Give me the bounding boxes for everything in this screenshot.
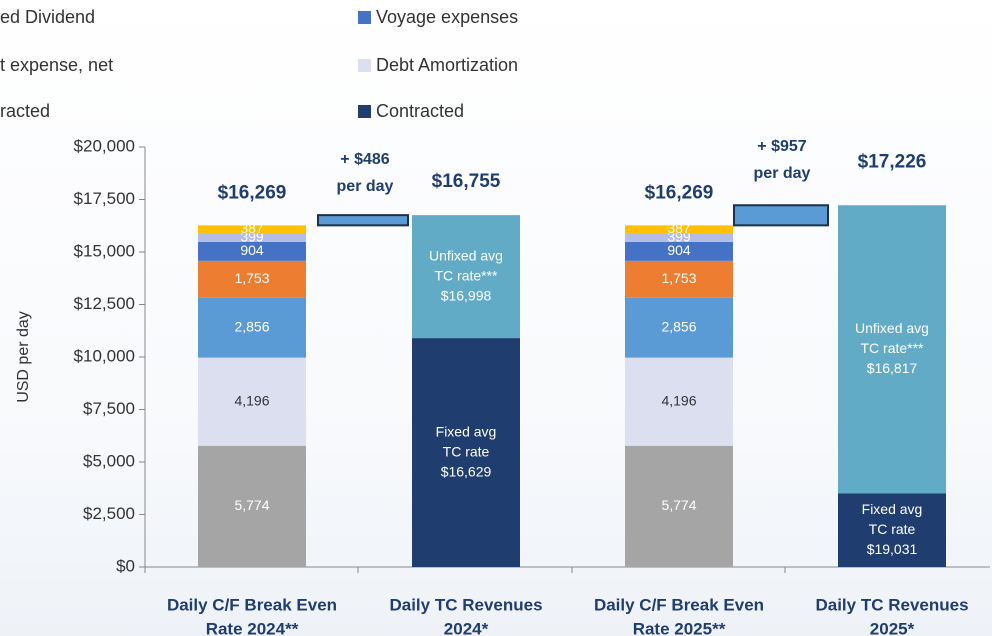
legend-swatch — [358, 59, 371, 72]
x-tick-label: Daily TC Revenues — [389, 595, 542, 614]
segment-label: $16,998 — [441, 287, 492, 303]
total-label: $16,755 — [432, 171, 501, 192]
total-label: $17,226 — [858, 151, 927, 172]
y-tick-label: $17,500 — [74, 189, 135, 208]
segment-label: 5,774 — [661, 497, 696, 513]
bar-segment — [198, 225, 306, 234]
annotation: per day — [337, 178, 394, 195]
y-tick-label: $7,500 — [83, 399, 135, 418]
annotation: per day — [754, 165, 811, 182]
bar-segment — [198, 241, 306, 261]
segment-label: 1,753 — [234, 270, 269, 286]
total-label: $16,269 — [218, 182, 287, 203]
segment-label: 904 — [667, 242, 691, 258]
bar-segment — [412, 215, 520, 339]
annotation: + $957 — [757, 138, 806, 155]
segment-label: 387 — [667, 220, 691, 236]
legend-label: Debt Amortization — [376, 55, 518, 75]
bar-segment — [625, 297, 733, 358]
segment-label: TC rate — [869, 521, 916, 537]
legend-swatch — [358, 11, 371, 24]
bar-segment — [625, 260, 733, 298]
y-tick-label: $2,500 — [83, 504, 135, 523]
segment-label: TC rate*** — [860, 340, 924, 356]
segment-label: 4,196 — [234, 392, 269, 408]
segment-label: Unfixed avg — [855, 320, 929, 336]
segment-label: 5,774 — [234, 497, 269, 513]
x-tick-label: 2024* — [444, 619, 489, 636]
segment-label: Fixed avg — [862, 501, 923, 517]
x-tick-label: Rate 2025** — [633, 619, 726, 636]
x-tick-label: Rate 2024** — [206, 619, 299, 636]
bar-segment — [198, 445, 306, 567]
difference-box — [317, 214, 409, 227]
segment-label: 2,856 — [661, 318, 696, 334]
difference-box — [733, 204, 829, 227]
y-axis-label: USD per day — [15, 311, 32, 403]
segment-label: 2,856 — [234, 318, 269, 334]
x-tick-label: Daily C/F Break Even — [167, 595, 337, 614]
x-tick-label: Daily TC Revenues — [815, 595, 968, 614]
bar-segment — [198, 297, 306, 358]
bar-segment — [838, 205, 946, 494]
bar-segment — [625, 225, 733, 234]
bar-segment — [412, 338, 520, 567]
bar-segment — [838, 493, 946, 567]
bar-segment — [198, 260, 306, 298]
bar-segment — [198, 233, 306, 242]
bar-segment — [625, 357, 733, 446]
legend-label: racted — [0, 101, 50, 121]
y-tick-label: $0 — [116, 556, 135, 575]
segment-label: 904 — [240, 242, 264, 258]
x-tick-label: 2025* — [870, 619, 915, 636]
segment-label: 4,196 — [661, 392, 696, 408]
x-tick-label: Daily C/F Break Even — [594, 595, 764, 614]
y-tick-label: $15,000 — [74, 241, 135, 260]
segment-label: 1,753 — [661, 270, 696, 286]
bar-segment — [198, 357, 306, 446]
bar-segment — [625, 233, 733, 242]
legend-label: ed Dividend — [0, 7, 95, 27]
segment-label: $16,629 — [441, 463, 492, 479]
legend-label: Contracted — [376, 101, 464, 121]
y-tick-label: $12,500 — [74, 294, 135, 313]
segment-label: Fixed avg — [436, 423, 497, 439]
bar-segment — [625, 445, 733, 567]
total-label: $16,269 — [645, 182, 714, 203]
annotation: + $486 — [340, 151, 389, 168]
segment-label: Unfixed avg — [429, 247, 503, 263]
y-tick-label: $5,000 — [83, 451, 135, 470]
segment-label: $16,817 — [867, 360, 918, 376]
bar-segment — [625, 241, 733, 261]
legend-label: t expense, net — [0, 55, 113, 75]
y-tick-label: $20,000 — [74, 136, 135, 155]
segment-label: $19,031 — [867, 541, 918, 557]
legend-swatch — [358, 105, 371, 118]
y-tick-label: $10,000 — [74, 346, 135, 365]
segment-label: 387 — [240, 220, 264, 236]
segment-label: TC rate*** — [434, 267, 498, 283]
segment-label: TC rate — [443, 443, 490, 459]
legend-label: Voyage expenses — [376, 7, 518, 27]
